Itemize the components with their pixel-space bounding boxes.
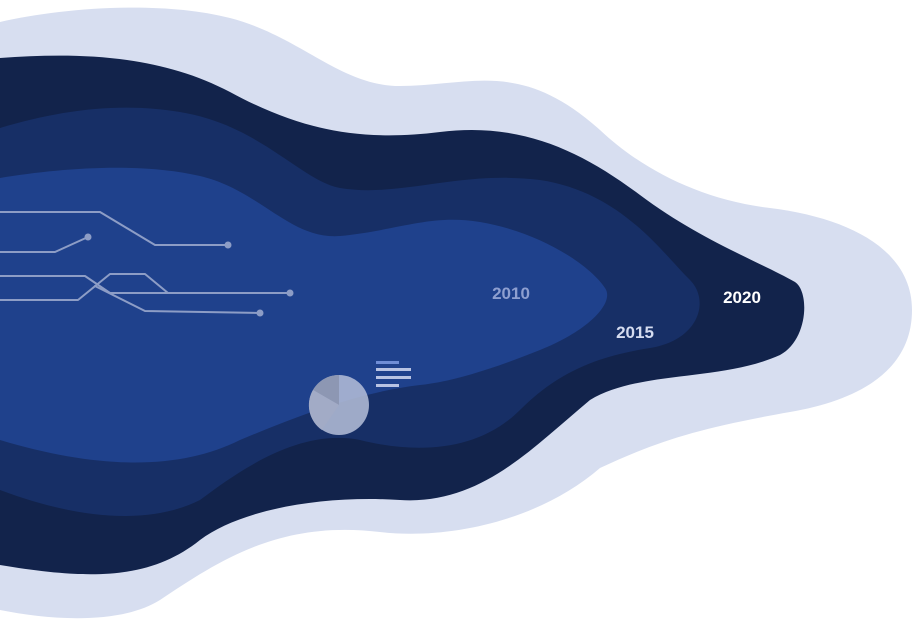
circuit-node <box>286 289 294 297</box>
circuit-trace <box>94 285 261 314</box>
circuit-trace <box>0 236 89 253</box>
legend-line <box>376 368 411 371</box>
circuit-trace <box>0 273 169 301</box>
circuit-lines-icon <box>0 211 294 317</box>
legend-lines-icon <box>376 361 411 387</box>
pie-slice <box>313 375 339 405</box>
year-label-2015: 2015 <box>616 323 654 342</box>
pie-chart-icon <box>308 375 369 435</box>
legend-line <box>376 361 399 364</box>
circuit-node <box>256 309 264 317</box>
year-label-2020: 2020 <box>723 288 761 307</box>
circuit-trace <box>0 211 229 246</box>
circuit-node <box>84 233 92 241</box>
legend-line <box>376 384 399 387</box>
year-label-2010: 2010 <box>492 284 530 303</box>
circuit-node <box>224 241 232 249</box>
pie-slice <box>308 390 339 430</box>
layer-2010 <box>0 167 608 463</box>
legend-line <box>376 376 411 379</box>
